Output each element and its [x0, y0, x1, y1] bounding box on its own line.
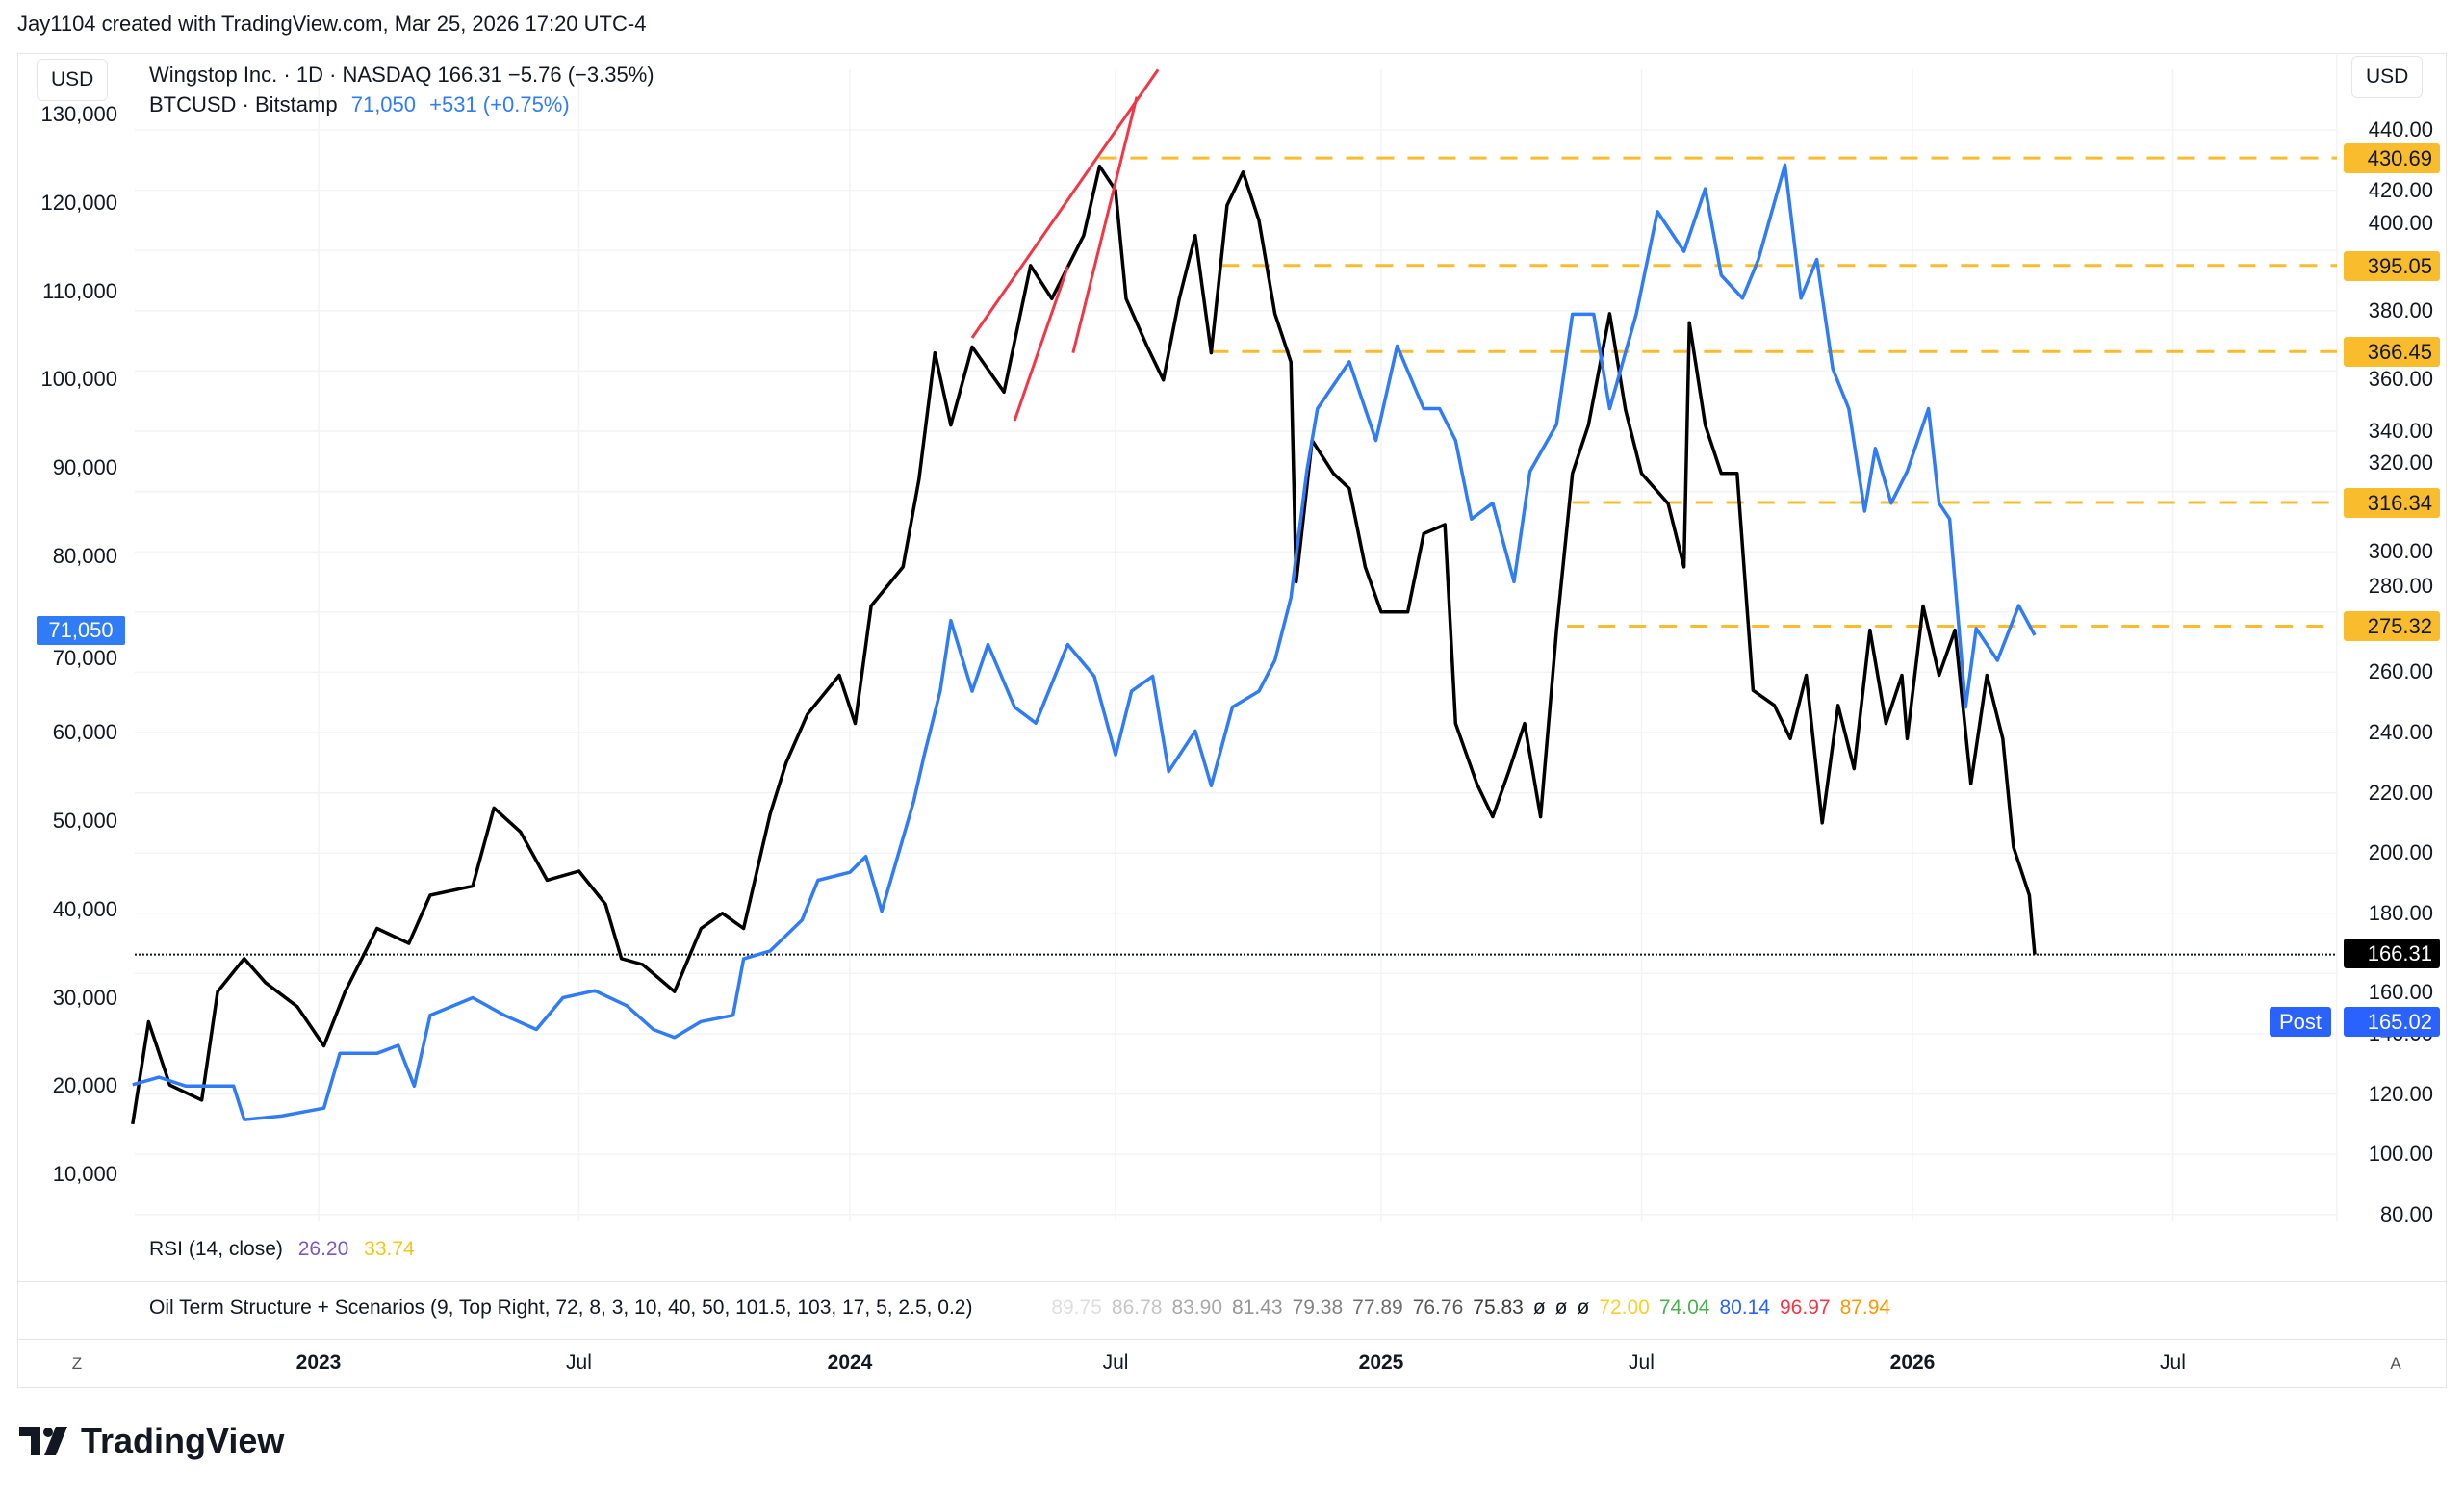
right-axis-tick-label: 260.00 [2368, 659, 2433, 684]
chart-credit: Jay1104 created with TradingView.com, Ma… [17, 12, 647, 36]
left-axis-tick-label: 80,000 [52, 543, 117, 568]
oil-value: ø [1577, 1297, 1590, 1319]
right-axis-tick-label: 160.00 [2368, 980, 2433, 1005]
left-axis-tick-label: 60,000 [52, 720, 117, 745]
rsi-ma-value: 33.74 [364, 1238, 415, 1260]
time-axis-label: Jul [1102, 1351, 1129, 1374]
oil-indicator-legend[interactable]: Oil Term Structure + Scenarios (9, Top R… [149, 1297, 1910, 1320]
oil-value: 87.94 [1839, 1297, 1891, 1319]
level-price-badge: 395.05 [2344, 250, 2440, 281]
compare-change: +531 (+0.75%) [429, 92, 570, 116]
left-axis-tick-label: 30,000 [52, 985, 117, 1010]
tradingview-logo[interactable]: TradingView [19, 1421, 284, 1461]
right-axis-tick-label: 280.00 [2368, 573, 2433, 598]
right-axis-tick-label: 80.00 [2379, 1201, 2433, 1226]
right-axis-tick-label: 400.00 [2368, 211, 2433, 236]
compare-symbol-name: BTCUSD · Bitstamp [149, 92, 338, 116]
tradingview-logo-text: TradingView [81, 1421, 285, 1460]
right-axis-tick-label: 320.00 [2368, 450, 2433, 475]
oil-value: 83.90 [1171, 1297, 1223, 1319]
right-axis-tick-label: 180.00 [2368, 900, 2433, 925]
auto-scale-z-button[interactable]: Z [71, 1354, 83, 1373]
chart-legend: Wingstop Inc. · 1D · NASDAQ 166.31 −5.76… [149, 60, 654, 119]
rsi-indicator-legend[interactable]: RSI (14, close) 26.20 33.74 [149, 1238, 424, 1261]
left-axis-tick-label: 70,000 [52, 645, 117, 670]
oil-value: 81.43 [1232, 1297, 1283, 1319]
left-axis-tick-label: 90,000 [52, 455, 117, 479]
right-axis-tick-label: 120.00 [2368, 1081, 2433, 1106]
oil-value: 77.89 [1352, 1297, 1403, 1319]
time-axis-label: 2023 [295, 1351, 342, 1374]
red-trendline [1071, 96, 1139, 353]
oil-value: 89.75 [1051, 1297, 1102, 1319]
right-currency-button[interactable]: USD [2351, 56, 2424, 98]
right-axis-tick-label: 220.00 [2368, 780, 2433, 805]
auto-scale-a-button[interactable]: A [2390, 1354, 2401, 1373]
rsi-value: 26.20 [297, 1238, 349, 1260]
right-axis-tick-label: 100.00 [2368, 1142, 2433, 1167]
oil-value: 86.78 [1111, 1297, 1163, 1319]
wing-price-line [131, 164, 2037, 1125]
last-price-badge: 166.31 [2344, 938, 2440, 968]
oil-value: 96.97 [1780, 1297, 1831, 1319]
right-axis-tick-label: 300.00 [2368, 539, 2433, 564]
red-trendline [970, 68, 1160, 339]
right-axis-tick-label: 340.00 [2368, 419, 2433, 443]
oil-value: 72.00 [1599, 1297, 1650, 1319]
left-axis-tick-label: 120,000 [40, 190, 117, 215]
btc-last-price-badge: 71,050 [37, 615, 125, 645]
oil-value: 74.04 [1658, 1297, 1710, 1319]
left-axis-tick-label: 10,000 [52, 1162, 117, 1186]
oil-values: 89.75 86.78 83.90 81.43 79.38 77.89 76.76 75.83… [1051, 1297, 1900, 1319]
oil-value: 76.76 [1412, 1297, 1464, 1319]
time-axis-label: Jul [566, 1351, 592, 1374]
rsi-label: RSI (14, close) [149, 1238, 283, 1260]
right-axis-tick-label: 200.00 [2368, 840, 2433, 865]
right-axis-tick-label: 360.00 [2368, 367, 2433, 392]
compare-symbol-legend[interactable]: BTCUSD · Bitstamp 71,050 +531 (+0.75%) [149, 90, 654, 119]
time-axis-label: Jul [1629, 1351, 1655, 1374]
right-axis-tick-label: 240.00 [2368, 720, 2433, 744]
oil-label: Oil Term Structure + Scenarios (9, Top R… [149, 1297, 973, 1319]
chart-frame [17, 53, 2447, 1388]
left-axis-tick-label: 20,000 [52, 1073, 117, 1098]
left-axis-tick-label: 100,000 [40, 367, 117, 392]
compare-price: 71,050 [350, 92, 417, 116]
left-axis-tick-label: 110,000 [42, 278, 117, 303]
left-axis-tick-label: 130,000 [40, 102, 117, 126]
oil-value: ø [1554, 1297, 1568, 1319]
level-price-badge: 366.45 [2344, 337, 2440, 368]
post-market-price-badge: 165.02 [2344, 1007, 2440, 1037]
oil-value: 79.38 [1292, 1297, 1344, 1319]
oil-value: ø [1532, 1297, 1546, 1319]
time-axis-label: 2024 [827, 1351, 873, 1374]
left-axis-tick-label: 50,000 [52, 809, 117, 833]
level-price-badge: 430.69 [2344, 143, 2440, 174]
left-currency-button[interactable]: USD [37, 59, 109, 101]
post-market-tag: Post [2270, 1007, 2332, 1037]
right-axis-tick-label: 380.00 [2368, 297, 2433, 322]
time-axis-label: 2025 [1358, 1351, 1404, 1374]
time-axis-label: Jul [2160, 1351, 2186, 1374]
red-trendline [1013, 266, 1069, 422]
oil-value: 75.83 [1473, 1297, 1524, 1319]
left-axis-tick-label: 40,000 [52, 896, 117, 921]
level-price-badge: 316.34 [2344, 488, 2440, 519]
right-axis-tick-label: 440.00 [2368, 117, 2433, 141]
time-axis-label: 2026 [1889, 1351, 1936, 1374]
right-axis-tick-label: 420.00 [2368, 177, 2433, 202]
btc-price-line [132, 163, 2037, 1121]
tradingview-logo-icon [19, 1427, 67, 1455]
main-symbol-legend[interactable]: Wingstop Inc. · 1D · NASDAQ 166.31 −5.76… [149, 63, 654, 87]
level-price-badge: 275.32 [2344, 611, 2440, 642]
oil-value: 80.14 [1719, 1297, 1770, 1319]
